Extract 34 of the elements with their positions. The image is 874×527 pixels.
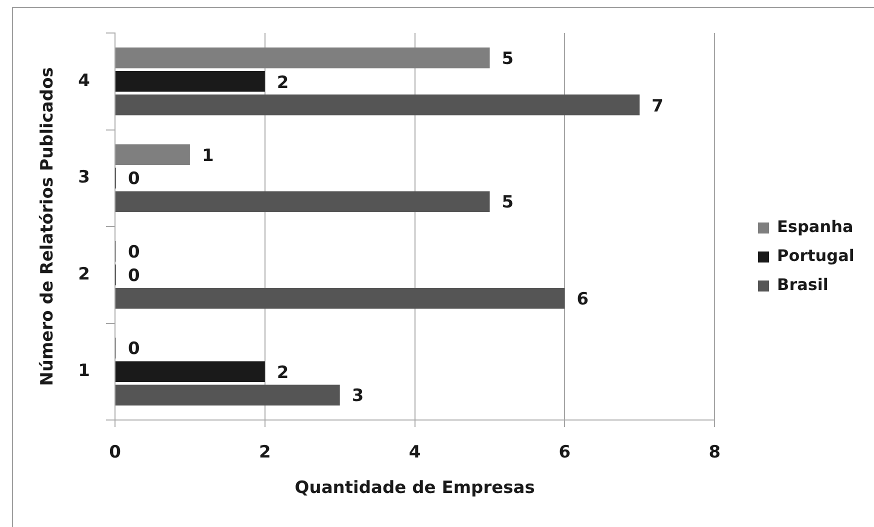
data-label: 0 [128, 242, 140, 262]
bar [116, 71, 265, 92]
y-tick-label: 4 [78, 70, 90, 91]
legend-label: Brasil [777, 275, 828, 294]
bar [116, 288, 565, 309]
data-label: 6 [576, 289, 589, 310]
data-label: 5 [502, 48, 514, 69]
y-tick-label: 1 [78, 361, 90, 382]
y-tick-label: 3 [78, 168, 90, 188]
data-label: 0 [128, 339, 140, 360]
bar [116, 191, 490, 212]
x-axis-title: Quantidade de Empresas [294, 478, 535, 498]
x-tick-label: 8 [708, 442, 721, 463]
bar [116, 47, 490, 68]
bar [116, 384, 340, 406]
data-label: 3 [352, 386, 364, 406]
bar [116, 94, 640, 116]
data-label: 7 [652, 96, 664, 116]
data-label: 2 [276, 72, 289, 93]
data-label: 2 [276, 363, 289, 384]
data-label: 0 [128, 169, 140, 190]
bar [116, 361, 265, 382]
data-label: 5 [502, 192, 514, 213]
x-tick-label: 2 [258, 442, 271, 463]
legend-label: Portugal [777, 246, 854, 266]
bar [116, 144, 190, 165]
x-tick-label: 4 [408, 442, 421, 463]
legend-label: Espanha [777, 217, 854, 236]
y-axis-title: Número de Relatórios Publicados [38, 67, 58, 386]
data-label: 0 [128, 266, 140, 286]
data-label: 1 [202, 146, 214, 166]
y-tick-label: 2 [78, 264, 90, 284]
x-tick-label: 0 [109, 442, 122, 463]
x-tick-label: 6 [558, 442, 571, 463]
